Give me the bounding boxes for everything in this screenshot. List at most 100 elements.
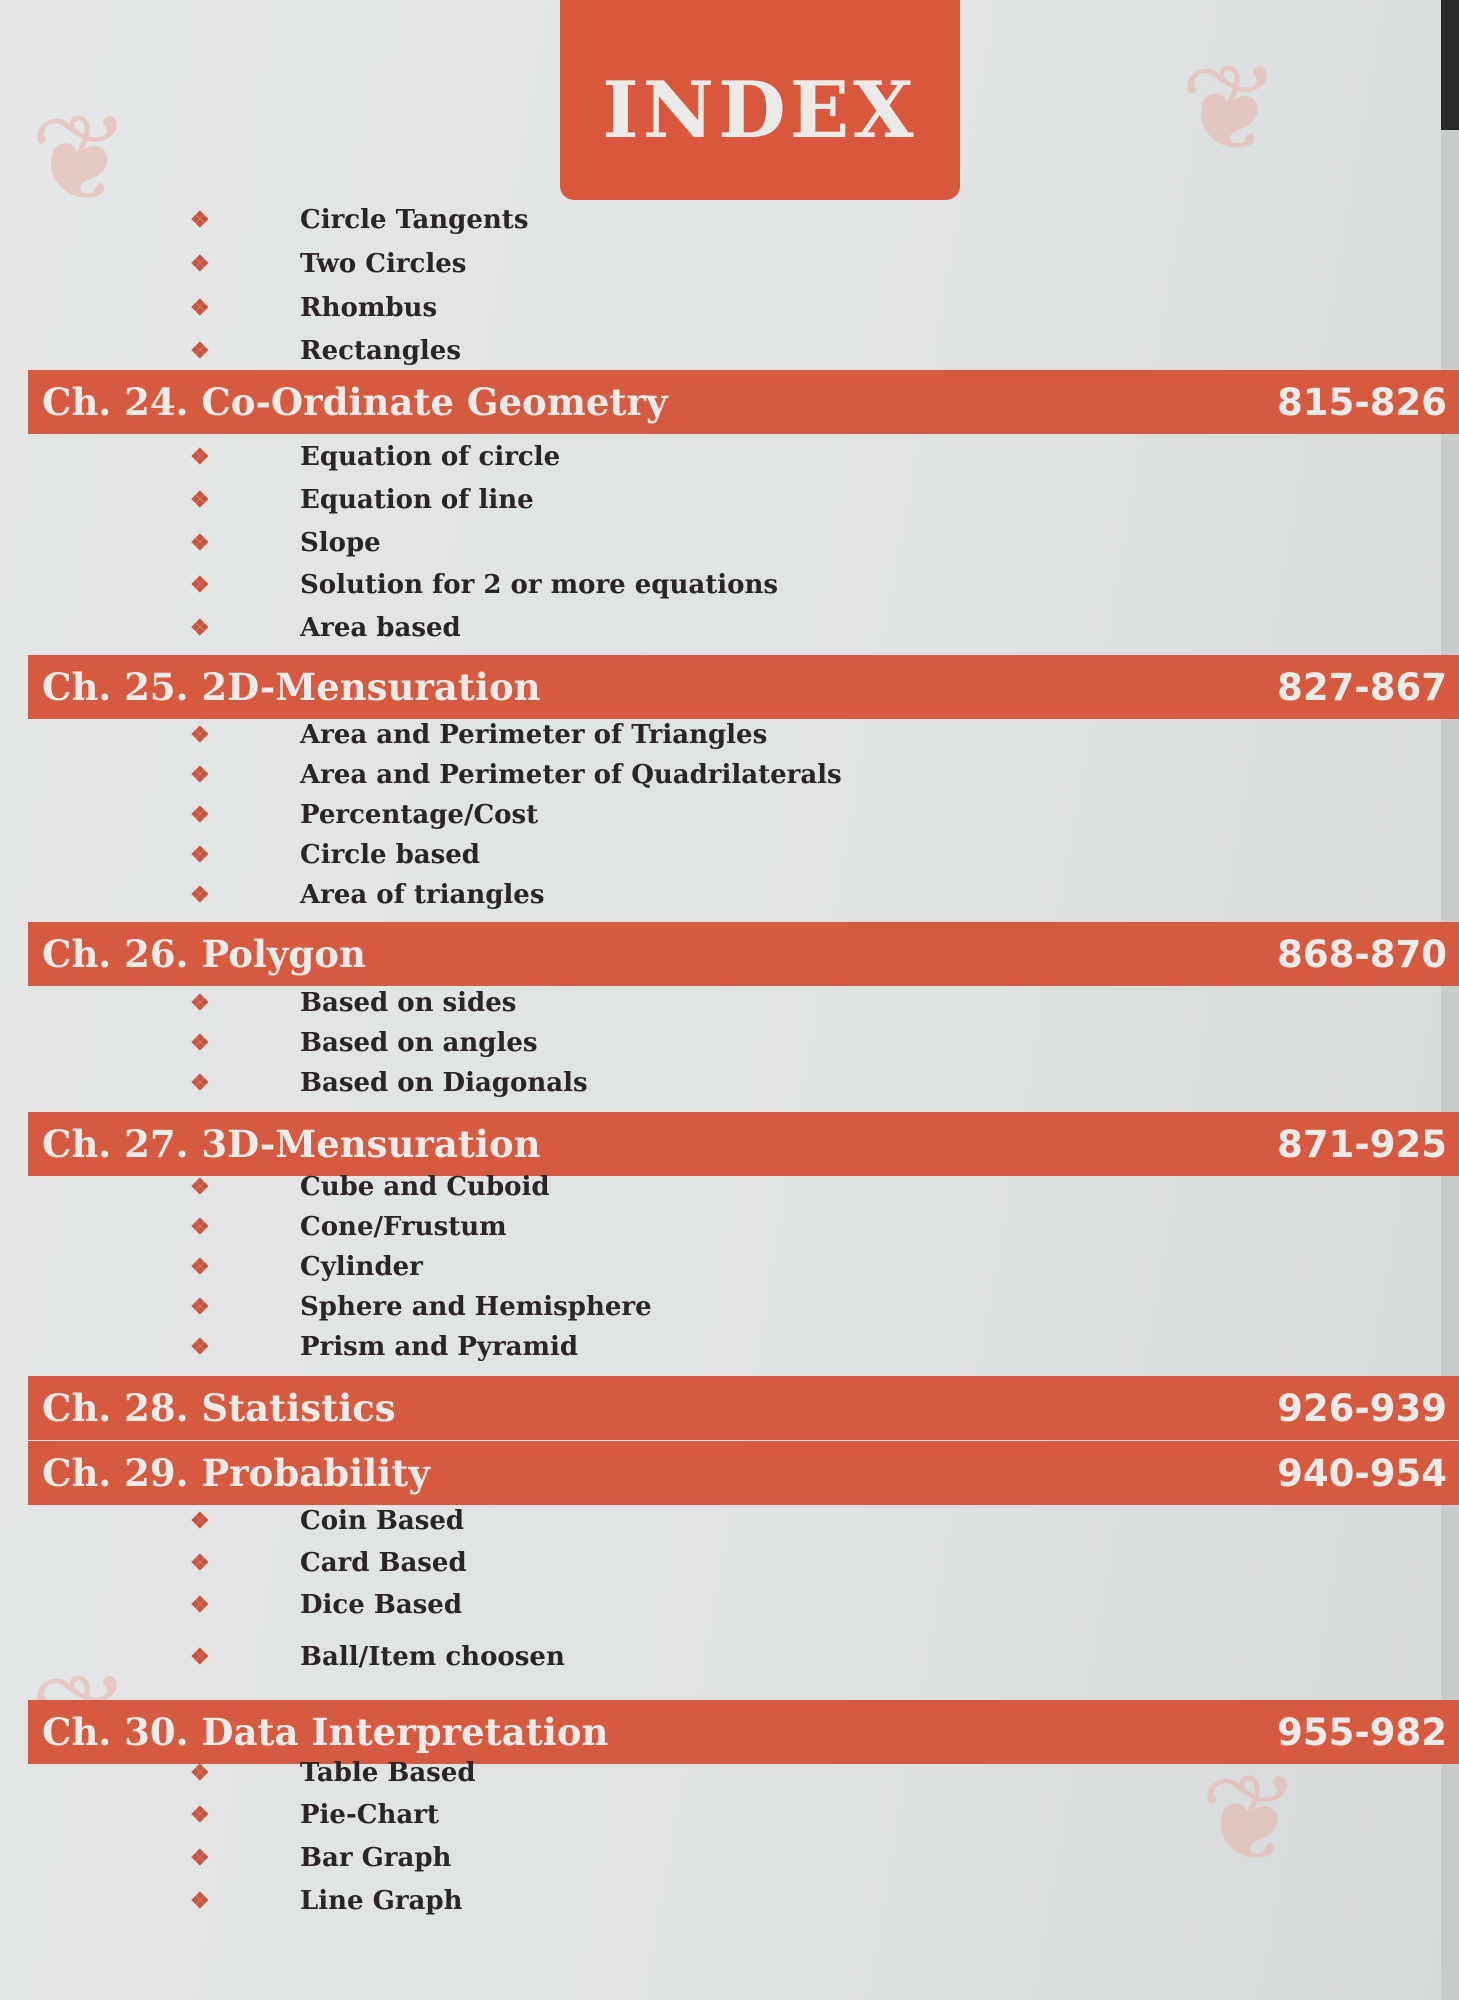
chapter-header: Ch. 27. 3D-Mensuration 871-925 bbox=[28, 1112, 1459, 1176]
bullet-icon: ❖ bbox=[190, 1334, 210, 1360]
index-item: ❖ Equation of circle bbox=[190, 442, 560, 472]
index-item: ❖ Equation of line bbox=[190, 485, 534, 515]
bullet-icon: ❖ bbox=[190, 1254, 210, 1280]
chapter-pages: 868-870 bbox=[1277, 932, 1447, 976]
chapter-title: Ch. 25. 2D-Mensuration bbox=[42, 665, 541, 709]
index-item-label: Pie-Chart bbox=[300, 1800, 439, 1830]
floral-ornament-icon: ❦ bbox=[1200, 1750, 1301, 1889]
index-item: ❖ Rectangles bbox=[190, 336, 461, 366]
index-item-label: Area of triangles bbox=[300, 880, 545, 910]
bullet-icon: ❖ bbox=[190, 1030, 210, 1056]
chapter-title: Ch. 26. Polygon bbox=[42, 932, 366, 976]
index-item: ❖ Percentage/Cost bbox=[190, 800, 538, 830]
index-item-label: Area and Perimeter of Quadrilaterals bbox=[300, 760, 842, 790]
chapter-title: Ch. 27. 3D-Mensuration bbox=[42, 1122, 541, 1166]
index-item: ❖ Table Based bbox=[190, 1758, 476, 1788]
index-item-label: Prism and Pyramid bbox=[300, 1332, 579, 1362]
index-item: ❖ Dice Based bbox=[190, 1590, 462, 1620]
page-title: INDEX bbox=[602, 64, 918, 156]
index-title-box: INDEX bbox=[560, 0, 960, 200]
index-item-label: Area and Perimeter of Triangles bbox=[300, 720, 768, 750]
index-item-label: Circle based bbox=[300, 840, 480, 870]
bullet-icon: ❖ bbox=[190, 1508, 210, 1534]
index-item: ❖ Cube and Cuboid bbox=[190, 1172, 550, 1202]
index-item-label: Equation of line bbox=[300, 485, 534, 515]
index-item: ❖ Area and Perimeter of Quadrilaterals bbox=[190, 760, 842, 790]
index-item: ❖ Based on angles bbox=[190, 1028, 538, 1058]
index-item: ❖ Based on sides bbox=[190, 988, 516, 1018]
index-item-label: Bar Graph bbox=[300, 1843, 452, 1873]
bullet-icon: ❖ bbox=[190, 1070, 210, 1096]
bullet-icon: ❖ bbox=[190, 1644, 210, 1670]
index-item-label: Solution for 2 or more equations bbox=[300, 570, 778, 600]
index-item-label: Area based bbox=[300, 613, 461, 643]
index-item-label: Based on Diagonals bbox=[300, 1068, 588, 1098]
bullet-icon: ❖ bbox=[190, 1888, 210, 1914]
bullet-icon: ❖ bbox=[190, 251, 210, 277]
chapter-title: Ch. 29. Probability bbox=[42, 1451, 430, 1495]
chapter-header: Ch. 24. Co-Ordinate Geometry 815-826 bbox=[28, 370, 1459, 434]
bullet-icon: ❖ bbox=[190, 572, 210, 598]
chapter-pages: 871-925 bbox=[1277, 1122, 1447, 1166]
bullet-icon: ❖ bbox=[190, 990, 210, 1016]
bullet-icon: ❖ bbox=[190, 487, 210, 513]
index-item: ❖ Circle based bbox=[190, 840, 480, 870]
bullet-icon: ❖ bbox=[190, 842, 210, 868]
index-item-label: Dice Based bbox=[300, 1590, 463, 1620]
index-item: ❖ Coin Based bbox=[190, 1506, 464, 1536]
chapter-pages: 815-826 bbox=[1277, 380, 1447, 424]
index-item-label: Cone/Frustum bbox=[300, 1212, 507, 1242]
bullet-icon: ❖ bbox=[190, 207, 210, 233]
chapter-header: Ch. 28. Statistics 926-939 bbox=[28, 1376, 1459, 1440]
bullet-icon: ❖ bbox=[190, 530, 210, 556]
chapter-title: Ch. 30. Data Interpretation bbox=[42, 1710, 609, 1754]
index-item: ❖ Line Graph bbox=[190, 1886, 463, 1916]
index-item-label: Based on sides bbox=[300, 988, 517, 1018]
chapter-pages: 955-982 bbox=[1277, 1710, 1447, 1754]
index-item: ❖ Area and Perimeter of Triangles bbox=[190, 720, 767, 750]
chapter-pages: 926-939 bbox=[1277, 1386, 1447, 1430]
index-item: ❖ Card Based bbox=[190, 1548, 467, 1578]
bullet-icon: ❖ bbox=[190, 1802, 210, 1828]
index-item: ❖ Two Circles bbox=[190, 249, 466, 279]
bullet-icon: ❖ bbox=[190, 1845, 210, 1871]
chapter-pages: 827-867 bbox=[1277, 665, 1447, 709]
index-item: ❖ Bar Graph bbox=[190, 1843, 451, 1873]
chapter-title: Ch. 24. Co-Ordinate Geometry bbox=[42, 380, 668, 424]
bullet-icon: ❖ bbox=[190, 1174, 210, 1200]
chapter-pages: 940-954 bbox=[1277, 1451, 1447, 1495]
index-item: ❖ Solution for 2 or more equations bbox=[190, 570, 778, 600]
index-item: ❖ Rhombus bbox=[190, 293, 437, 323]
bullet-icon: ❖ bbox=[190, 1592, 210, 1618]
bullet-icon: ❖ bbox=[190, 802, 210, 828]
index-item: ❖ Ball/Item choosen bbox=[190, 1642, 565, 1672]
bullet-icon: ❖ bbox=[190, 338, 210, 364]
bullet-icon: ❖ bbox=[190, 882, 210, 908]
index-item-label: Rhombus bbox=[300, 293, 438, 323]
index-item-label: Cube and Cuboid bbox=[300, 1172, 550, 1202]
index-item-label: Percentage/Cost bbox=[300, 800, 539, 830]
index-item: ❖ Cone/Frustum bbox=[190, 1212, 507, 1242]
index-item: ❖ Slope bbox=[190, 528, 381, 558]
chapter-header: Ch. 29. Probability 940-954 bbox=[28, 1441, 1459, 1505]
index-item-label: Cylinder bbox=[300, 1252, 423, 1282]
floral-ornament-icon: ❦ bbox=[30, 90, 131, 229]
bullet-icon: ❖ bbox=[190, 1760, 210, 1786]
index-item-label: Rectangles bbox=[300, 336, 461, 366]
index-item-label: Based on angles bbox=[300, 1028, 538, 1058]
chapter-header: Ch. 25. 2D-Mensuration 827-867 bbox=[28, 655, 1459, 719]
index-item-label: Two Circles bbox=[300, 249, 467, 279]
index-item-label: Sphere and Hemisphere bbox=[300, 1292, 652, 1322]
index-item: ❖ Sphere and Hemisphere bbox=[190, 1292, 652, 1322]
page-edge-shadow bbox=[1441, 0, 1459, 130]
chapter-title: Ch. 28. Statistics bbox=[42, 1386, 396, 1430]
bullet-icon: ❖ bbox=[190, 1214, 210, 1240]
index-item: ❖ Pie-Chart bbox=[190, 1800, 439, 1830]
index-item-label: Ball/Item choosen bbox=[300, 1642, 565, 1672]
bullet-icon: ❖ bbox=[190, 444, 210, 470]
index-item: ❖ Prism and Pyramid bbox=[190, 1332, 578, 1362]
bullet-icon: ❖ bbox=[190, 1294, 210, 1320]
chapter-header: Ch. 26. Polygon 868-870 bbox=[28, 922, 1459, 986]
bullet-icon: ❖ bbox=[190, 295, 210, 321]
index-item-label: Table Based bbox=[300, 1758, 476, 1788]
